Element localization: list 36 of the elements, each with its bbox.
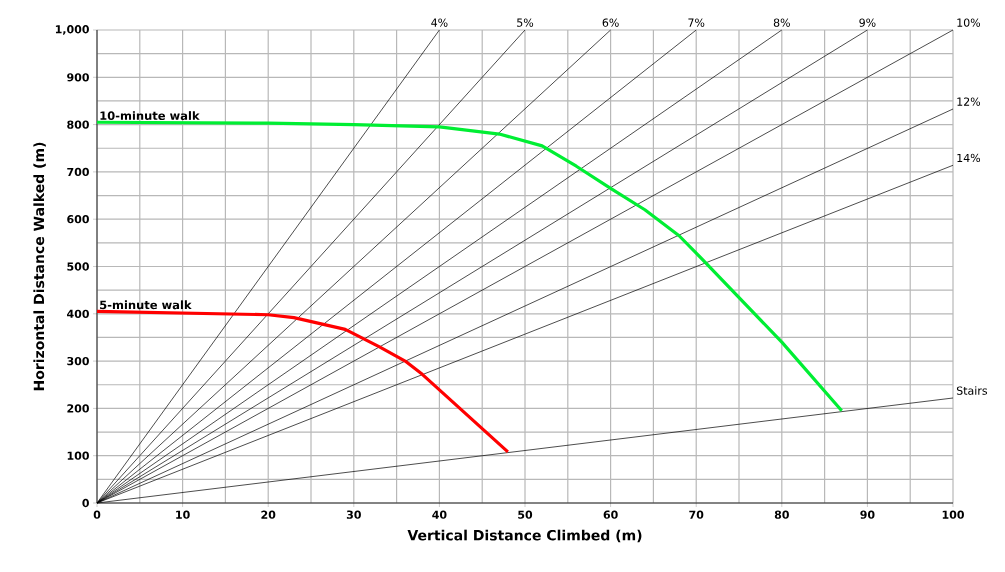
series-label: 7% [688,18,705,27]
x-tick-label: 20 [261,510,276,519]
series-label: 5-minute walk [100,300,192,310]
x-tick-label: 70 [689,510,704,519]
series-label: 12% [957,97,981,106]
series-label: 4% [431,18,448,27]
y-tick-label: 200 [67,404,89,413]
y-tick-label: 800 [67,120,89,129]
x-tick-label: 80 [774,510,789,519]
series-label: Stairs [956,386,988,395]
x-tick-label: 50 [518,510,533,519]
series-label: 14% [957,153,981,163]
y-tick-label: 0 [82,498,89,508]
x-tick-label: 100 [942,510,964,519]
y-tick-label: 100 [67,451,89,460]
series-label: 8% [773,18,790,27]
x-tick-label: 10 [176,510,190,519]
series-label: 5% [517,18,534,27]
y-tick-label: 400 [67,309,89,318]
y-axis-title: Horizontal Distance Walked (m) [33,142,46,391]
x-tick-label: 30 [346,510,361,519]
y-tick-label: 900 [67,73,89,82]
series-label: 9% [859,18,876,27]
series-label: 10-minute walk [100,111,200,121]
series-label: 10% [957,18,981,27]
x-tick-label: 0 [93,510,101,519]
y-tick-label: 300 [67,356,89,366]
y-tick-label: 500 [67,262,89,271]
y-tick-label: 600 [67,215,89,224]
series-label: 6% [602,18,619,27]
y-tick-label: 1,000 [55,25,89,35]
x-tick-label: 90 [860,510,875,519]
y-tick-label: 700 [67,167,89,177]
x-tick-label: 40 [432,510,447,519]
x-axis-title: Vertical Distance Climbed (m) [407,529,642,543]
x-tick-label: 60 [603,510,618,519]
